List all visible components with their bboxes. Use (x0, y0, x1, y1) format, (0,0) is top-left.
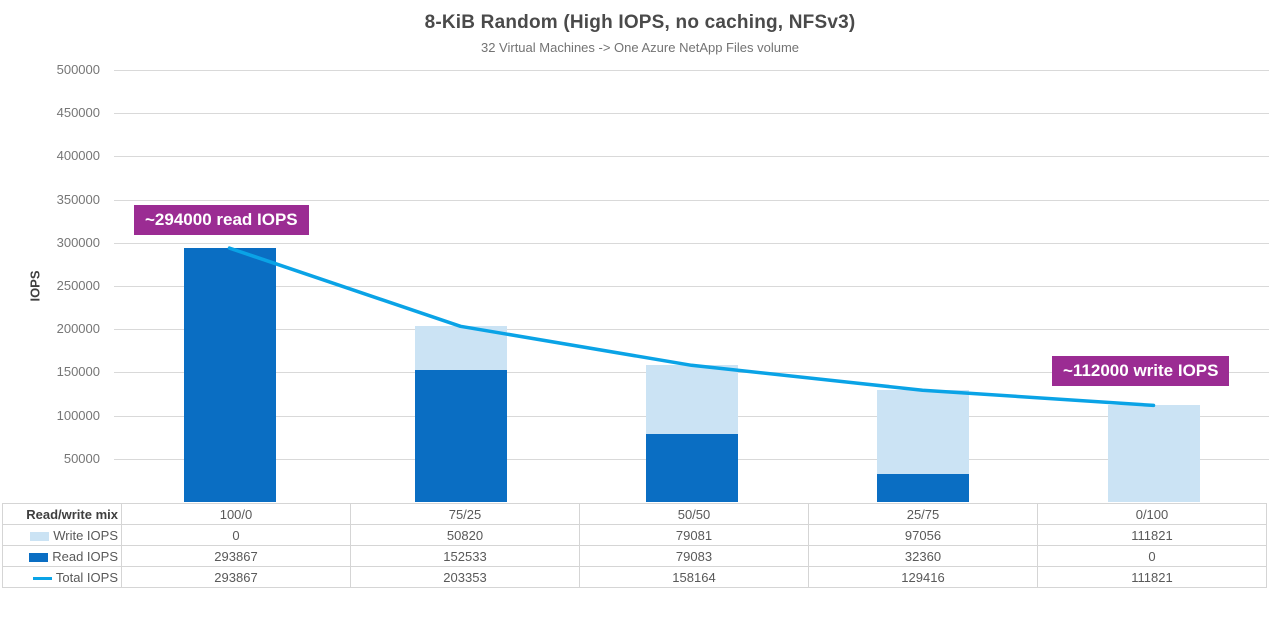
gridline (114, 286, 1269, 287)
gridline (114, 329, 1269, 330)
annotation-write-iops: ~112000 write IOPS (1052, 356, 1230, 386)
table-category-cell: 0/100 (1037, 503, 1267, 525)
gridline (114, 200, 1269, 201)
y-axis-tick-label: 450000 (56, 105, 100, 120)
y-axis-tick-label: 100000 (56, 408, 100, 423)
y-axis-tick-label: 300000 (56, 235, 100, 250)
gridline (114, 243, 1269, 244)
y-axis-tick-label: 350000 (56, 192, 100, 207)
chart-subtitle: 32 Virtual Machines -> One Azure NetApp … (480, 40, 800, 55)
y-axis-tick-label: 200000 (56, 321, 100, 336)
annotation-read-iops: ~294000 read IOPS (134, 205, 309, 235)
gridline (114, 156, 1269, 157)
y-axis-tick-label: 250000 (56, 278, 100, 293)
table-value-cell: 0 (121, 524, 351, 546)
chart-title: 8-KiB Random (High IOPS, no caching, NFS… (424, 12, 856, 33)
table-row-label-total-iops: Total IOPS (2, 566, 122, 588)
table-category-cell: 75/25 (350, 503, 580, 525)
table-category-cell: 50/50 (579, 503, 809, 525)
table-value-cell: 129416 (808, 566, 1038, 588)
table-category-cell: 100/0 (121, 503, 351, 525)
table-value-cell: 293867 (121, 545, 351, 567)
bar-write-iops-75-25 (414, 326, 507, 371)
table-value-cell: 293867 (121, 566, 351, 588)
bar-write-iops-25-75 (876, 390, 969, 475)
bar-read-iops-100-0 (183, 248, 276, 502)
table-row-label-write-iops: Write IOPS (2, 524, 122, 546)
bar-read-iops-75-25 (414, 370, 507, 502)
table-value-cell: 158164 (579, 566, 809, 588)
legend-swatch-read-iops (29, 552, 49, 562)
legend-swatch-total-iops (32, 576, 52, 580)
table-value-cell: 111821 (1037, 524, 1267, 546)
table-row-label-read-iops: Read IOPS (2, 545, 122, 567)
table-value-cell: 79083 (579, 545, 809, 567)
table-value-cell: 32360 (808, 545, 1038, 567)
gridline (114, 70, 1269, 71)
table-value-cell: 97056 (808, 524, 1038, 546)
table-value-cell: 0 (1037, 545, 1267, 567)
data-table: Read/write mix 100/0 75/25 50/50 25/75 0/100 W… (2, 503, 1267, 588)
bar-read-iops-50-50 (645, 433, 738, 502)
table-value-cell: 111821 (1037, 566, 1267, 588)
bar-read-iops-25-75 (876, 474, 969, 502)
y-axis-tick-label: 50000 (63, 451, 100, 466)
table-value-cell: 152533 (350, 545, 580, 567)
y-axis-tick-label: 400000 (56, 148, 100, 163)
table-value-cell: 79081 (579, 524, 809, 546)
table-header-read-write-mix: Read/write mix (2, 503, 122, 525)
bar-write-iops-50-50 (645, 365, 738, 434)
legend-swatch-write-iops (30, 531, 50, 541)
gridline (114, 113, 1269, 114)
table-value-cell: 50820 (350, 524, 580, 546)
table-value-cell: 203353 (350, 566, 580, 588)
table-category-cell: 25/75 (808, 503, 1038, 525)
y-axis-tick-label: 150000 (56, 364, 100, 379)
y-axis-tick-label: 500000 (56, 62, 100, 77)
bar-write-iops-0-100 (1107, 405, 1200, 502)
